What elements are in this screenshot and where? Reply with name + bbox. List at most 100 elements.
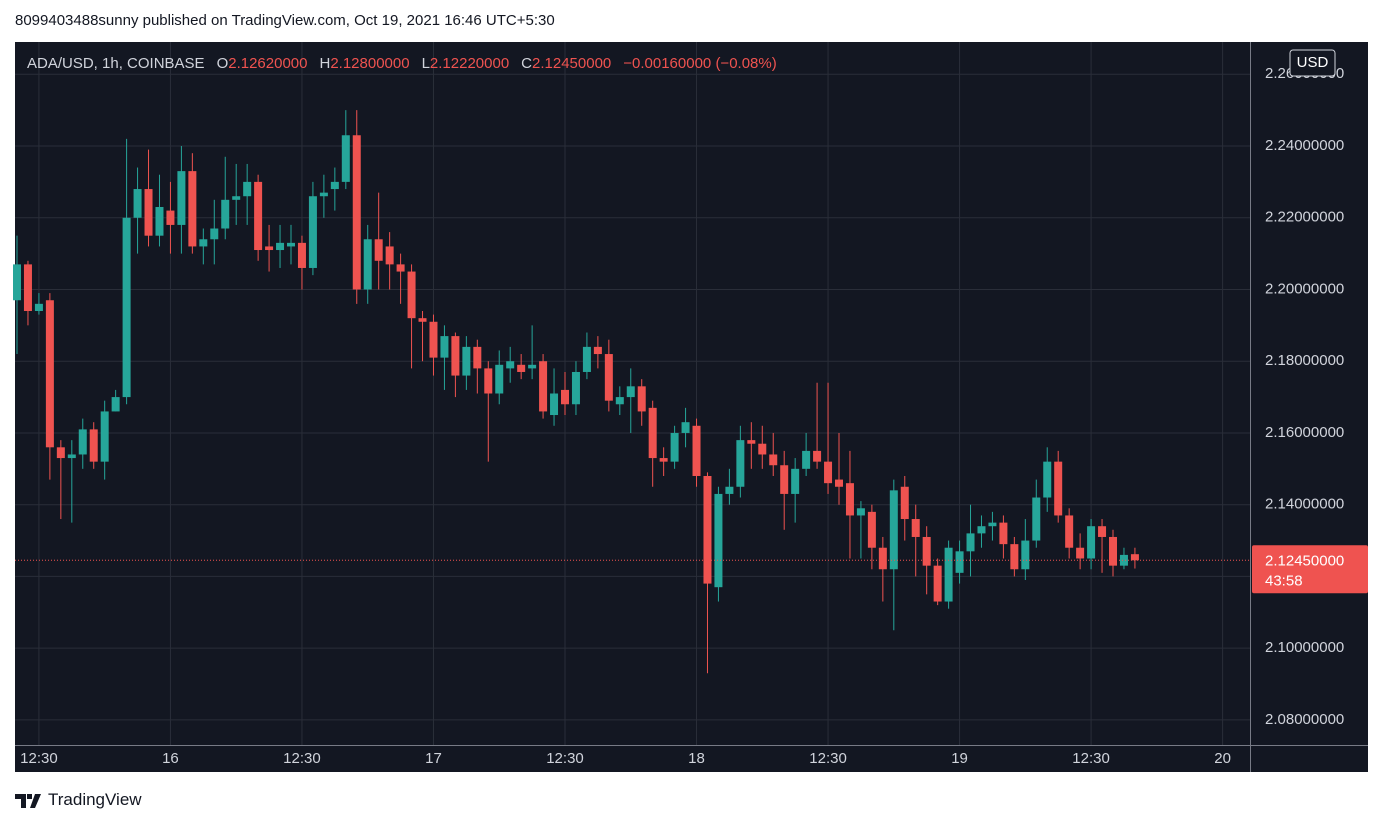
candle-body <box>341 135 350 182</box>
candle-body <box>988 522 997 527</box>
candle-body <box>550 393 559 416</box>
candle-body <box>473 346 482 369</box>
candle-body <box>407 271 416 319</box>
candle-body <box>845 483 854 516</box>
candle-body <box>396 264 405 272</box>
y-tick-label: 2.14000000 <box>1265 496 1344 513</box>
candle-body <box>615 397 624 405</box>
y-tick-label: 2.20000000 <box>1265 280 1344 297</box>
candle-body <box>243 181 252 197</box>
currency-badge <box>1289 49 1336 77</box>
candle-body <box>900 486 909 520</box>
candle-body <box>758 443 767 455</box>
candle-body <box>13 264 21 301</box>
candle-body <box>1032 497 1041 541</box>
chart-background <box>15 42 1368 772</box>
ohlc-value: 2.12800000 <box>330 55 410 72</box>
candle-body <box>221 199 230 229</box>
ohlc-key: O <box>216 55 229 72</box>
candle-body <box>955 551 964 573</box>
last-price-label: 2.12450000 <box>1265 552 1344 569</box>
candle-body <box>330 181 339 190</box>
candle-body <box>506 361 515 369</box>
x-tick-label: 16 <box>162 750 179 767</box>
candle-body <box>352 135 361 290</box>
ohlc-value: 2.12620000 <box>228 55 308 72</box>
candle-body <box>34 303 43 312</box>
candle-body <box>199 239 208 247</box>
countdown-label: 43:58 <box>1265 572 1303 589</box>
candle-body <box>451 336 460 376</box>
candle-body <box>1076 547 1085 559</box>
candle-body <box>374 239 383 261</box>
candle-body <box>462 346 471 376</box>
candle-body <box>648 407 657 459</box>
candle-body <box>297 242 306 268</box>
candle-body <box>210 228 219 240</box>
candle-body <box>254 181 263 251</box>
x-tick-label: 18 <box>688 750 705 767</box>
candle-body <box>287 242 295 247</box>
footer-brand: TradingView <box>48 790 142 809</box>
candle-body <box>637 386 646 412</box>
candle-body <box>363 239 372 290</box>
candle-body <box>604 354 613 401</box>
candle-body <box>911 519 920 537</box>
ohlc-key: L <box>421 55 430 72</box>
x-tick-label: 19 <box>951 750 968 767</box>
tradingview-logo <box>15 794 41 808</box>
candle-body <box>681 422 690 433</box>
candle-body <box>1109 536 1117 566</box>
x-tick-label: 12:30 <box>283 750 321 767</box>
candle-body <box>878 547 887 570</box>
candle-body <box>276 242 285 251</box>
price-change: −0.00160000 (−0.08%) <box>623 55 777 72</box>
candle-body <box>944 547 953 602</box>
candle-body <box>571 371 580 405</box>
candle-body <box>933 565 942 602</box>
candle-body <box>188 171 197 247</box>
x-tick-label: 12:30 <box>1072 750 1110 767</box>
candle-body <box>144 189 153 236</box>
candle-body <box>232 196 241 200</box>
candle-body <box>703 475 712 584</box>
symbol: ADA/USD, 1h, COINBASE <box>27 55 205 72</box>
x-tick-label: 12:30 <box>20 750 58 767</box>
candle-body <box>177 171 186 225</box>
grid <box>15 42 1250 745</box>
candle-body <box>802 450 811 469</box>
candle-body <box>747 440 756 444</box>
candle-body <box>111 397 120 412</box>
candle-body <box>45 300 54 448</box>
candle-body <box>769 454 778 466</box>
candle-body <box>539 361 548 412</box>
currency-label: USD <box>1297 54 1329 71</box>
candle-body <box>977 526 986 534</box>
candle-body <box>122 217 131 398</box>
candle-body <box>835 479 843 487</box>
candle-body <box>78 429 87 455</box>
candle-body <box>100 411 109 462</box>
candle-body <box>670 432 679 462</box>
candle-body <box>867 511 876 548</box>
y-tick-label: 2.16000000 <box>1265 424 1344 441</box>
candle-body <box>1010 544 1019 570</box>
candle-body <box>1130 554 1139 561</box>
candle-body <box>484 368 493 394</box>
candle-body <box>889 490 898 570</box>
y-tick-label: 2.18000000 <box>1265 352 1344 369</box>
candle-body <box>824 461 833 484</box>
axes: 2.080000002.100000002.120000002.14000000… <box>20 49 1368 767</box>
candle-body <box>155 206 164 236</box>
ohlc-key: C <box>521 55 533 72</box>
x-tick-label: 17 <box>425 750 442 767</box>
candle-body <box>517 364 526 372</box>
candle-body <box>714 493 723 588</box>
candle-body <box>1065 515 1074 548</box>
candle-body <box>626 386 635 398</box>
candle-body <box>1087 526 1096 559</box>
ohlc-legend: ADA/USD, 1h, COINBASE O2.12620000 H2.12800… <box>27 55 789 72</box>
candle-body <box>582 346 591 372</box>
y-tick-label: 2.24000000 <box>1265 137 1344 154</box>
candle-body <box>1098 526 1107 537</box>
